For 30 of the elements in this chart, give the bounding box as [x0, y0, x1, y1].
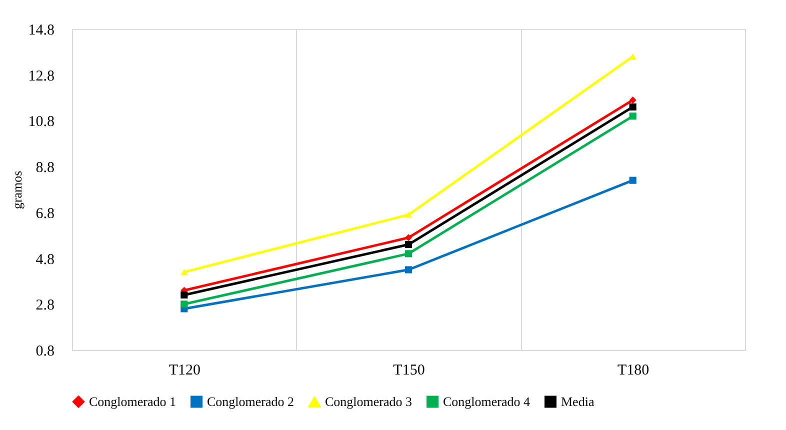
- legend-label: Conglomerado 2: [207, 394, 294, 409]
- point: [180, 291, 188, 299]
- point: [404, 212, 412, 218]
- point: [629, 112, 636, 120]
- x-tick-label: T150: [393, 362, 425, 378]
- x-tick-label: T180: [617, 362, 650, 378]
- x-tick-label: T120: [168, 362, 201, 378]
- legend-label: Conglomerado 3: [325, 394, 412, 410]
- point: [404, 234, 412, 242]
- y-tick-label: 4.8: [36, 252, 54, 268]
- y-tick-label: 10.8: [28, 114, 54, 130]
- point: [629, 53, 636, 60]
- y-tick-label: 14.8: [28, 22, 54, 38]
- legend-label: Conglomerado 1: [89, 394, 176, 409]
- y-tick-label: 8.8: [36, 160, 54, 176]
- y-tick-label: 6.8: [36, 206, 54, 222]
- point: [629, 103, 636, 110]
- point: [404, 240, 412, 248]
- y-tick-label: 2.8: [36, 298, 54, 314]
- point: [180, 268, 188, 276]
- point: [404, 250, 412, 258]
- point: [180, 300, 188, 308]
- point: [404, 266, 412, 274]
- y-axis-title: gramos: [9, 170, 24, 210]
- y-tick-label: 0.8: [36, 344, 54, 360]
- y-tick-label: 12.8: [28, 68, 54, 84]
- legend-label: Media: [561, 394, 594, 409]
- point: [629, 176, 636, 184]
- point: [629, 96, 636, 104]
- legend-label: Conglomerado 4: [443, 394, 531, 409]
